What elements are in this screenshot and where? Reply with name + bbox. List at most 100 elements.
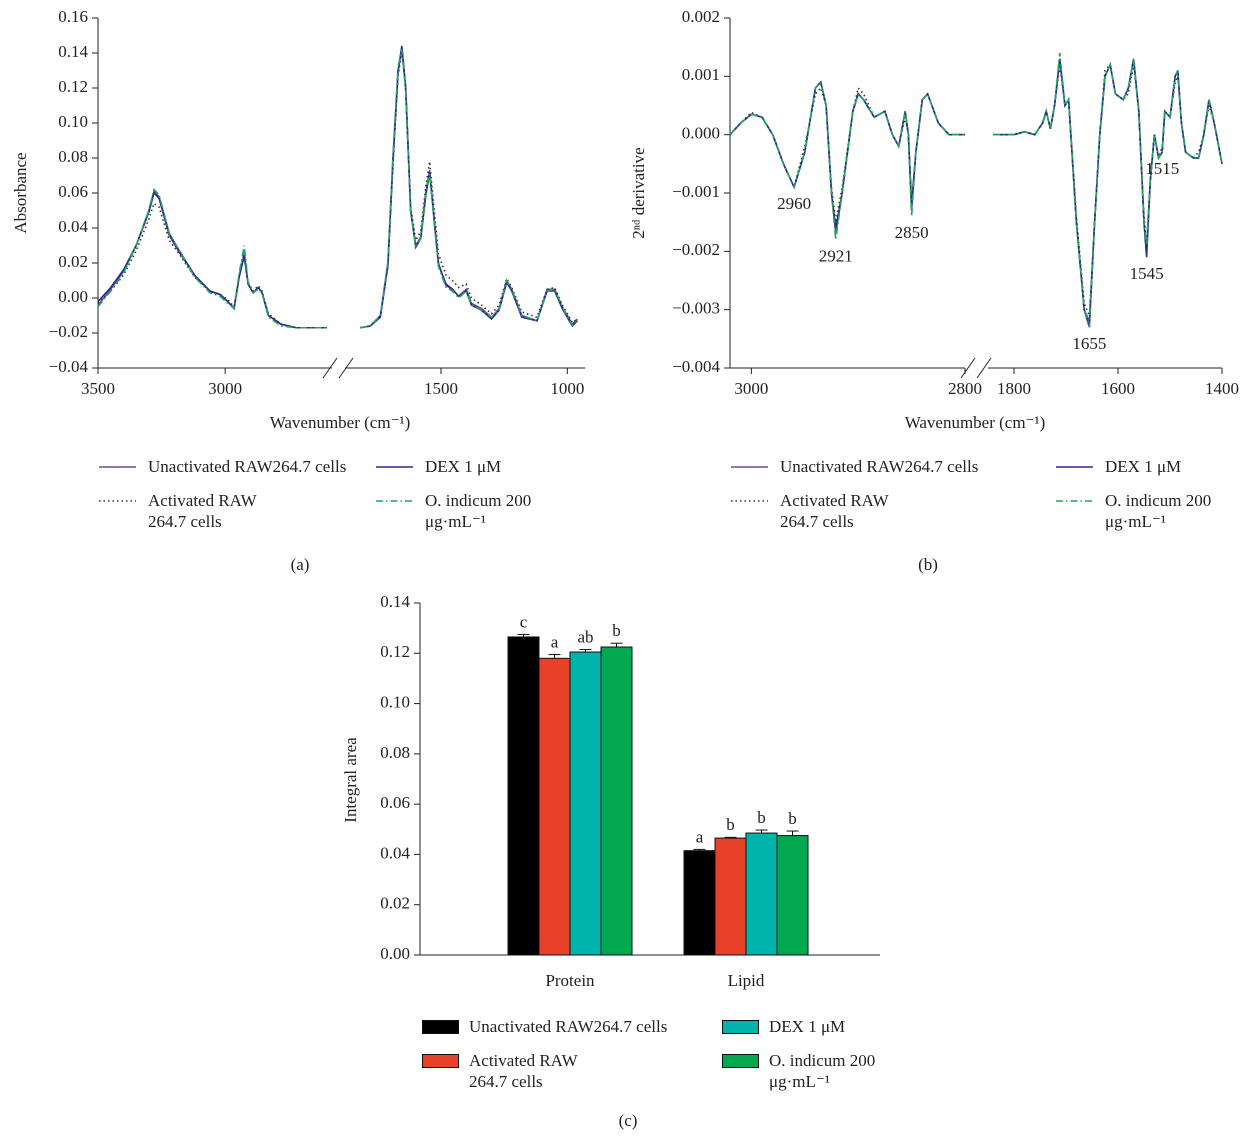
- y-tick-label: 0.14: [58, 42, 88, 61]
- y-tick-label: −0.04: [49, 357, 89, 376]
- bar: [776, 835, 809, 956]
- spectrum-line: [729, 80, 965, 229]
- legend-label: Activated RAW 264.7 cells: [780, 491, 889, 531]
- legend-swatch: [376, 466, 413, 468]
- legend-label: Unactivated RAW264.7 cells: [780, 457, 979, 476]
- spectrum-line: [360, 47, 578, 329]
- axis-break: [338, 357, 354, 379]
- legend-swatch: [422, 1054, 459, 1068]
- x-tick-label: Protein: [545, 971, 595, 990]
- legend-item: DEX 1 μM: [720, 1016, 889, 1037]
- legend-swatch: [1056, 500, 1093, 502]
- x-tick-label: 3000: [208, 379, 242, 398]
- x-axis-label: Wavenumber (cm⁻¹): [905, 413, 1046, 432]
- legend-swatch: [1056, 466, 1093, 468]
- spectrum-line: [993, 58, 1223, 328]
- bar: [714, 837, 747, 956]
- y-tick-label: 0.12: [380, 642, 410, 661]
- legend-swatch: [422, 1020, 459, 1034]
- legend-label: Unactivated RAW264.7 cells: [469, 1017, 668, 1036]
- legend-swatch: [722, 1054, 759, 1068]
- spectrum-line: [993, 62, 1223, 316]
- panel-label: (a): [291, 555, 310, 574]
- y-tick-label: 0.00: [380, 944, 410, 963]
- bar: [507, 636, 540, 956]
- legend-item: DEX 1 μM: [1055, 456, 1252, 477]
- peak-label: 2850: [895, 223, 929, 242]
- y-axis-label: 2ⁿᵈ derivative: [629, 147, 648, 238]
- significance-letter: a: [696, 827, 704, 846]
- bar: [683, 850, 716, 956]
- y-tick-label: 0.06: [58, 182, 88, 201]
- legend-item: O. indicum 200 μg·mL⁻¹: [720, 1050, 889, 1092]
- legend-item: Unactivated RAW264.7 cells: [420, 1016, 729, 1037]
- x-tick-label: 3500: [81, 379, 115, 398]
- legend-label: Activated RAW 264.7 cells: [148, 491, 257, 531]
- x-tick-label: 1600: [1101, 379, 1135, 398]
- spectrum-line: [97, 191, 327, 329]
- y-tick-label: 0.08: [58, 147, 88, 166]
- y-tick-label: 0.000: [682, 124, 720, 143]
- spectrum-line: [360, 49, 578, 329]
- axis-break: [322, 357, 338, 379]
- legend-item: Unactivated RAW264.7 cells: [730, 456, 1020, 477]
- spectrum-line: [360, 51, 578, 329]
- y-tick-label: −0.004: [672, 357, 720, 376]
- bar: [538, 657, 571, 956]
- legend-item: DEX 1 μM: [375, 456, 625, 477]
- legend-label: DEX 1 μM: [425, 457, 502, 476]
- x-tick-label: Lipid: [728, 971, 765, 990]
- x-axis-label: Wavenumber (cm⁻¹): [270, 413, 411, 432]
- legend-item: Unactivated RAW264.7 cells: [98, 456, 388, 477]
- legend-swatch: [99, 500, 136, 502]
- peak-label: 1655: [1072, 334, 1106, 353]
- spectrum-line: [729, 86, 965, 223]
- y-tick-label: 0.02: [380, 894, 410, 913]
- x-tick-label: 1500: [424, 379, 458, 398]
- legend-swatch: [731, 500, 768, 502]
- legend-swatch: [376, 500, 413, 502]
- bar: [745, 832, 778, 956]
- spectrum-line: [993, 52, 1223, 328]
- y-tick-label: 0.14: [380, 592, 410, 611]
- spectrum-line: [360, 45, 578, 329]
- x-tick-label: 1800: [997, 379, 1031, 398]
- y-tick-label: 0.002: [682, 7, 720, 26]
- spectrum-line: [993, 58, 1223, 322]
- x-tick-label: 3000: [734, 379, 768, 398]
- legend-item: Activated RAW 264.7 cells: [420, 1050, 619, 1092]
- panel-label: (c): [619, 1111, 638, 1130]
- y-tick-label: 0.04: [380, 843, 410, 862]
- significance-letter: ab: [577, 627, 593, 646]
- y-tick-label: 0.00: [58, 287, 88, 306]
- significance-letter: b: [726, 815, 735, 834]
- spectrum-line: [729, 80, 965, 240]
- bar: [600, 646, 633, 956]
- y-tick-label: 0.001: [682, 65, 720, 84]
- y-tick-label: 0.04: [58, 217, 88, 236]
- legend-label: DEX 1 μM: [769, 1017, 846, 1036]
- y-tick-label: 0.08: [380, 743, 410, 762]
- legend-label: Unactivated RAW264.7 cells: [148, 457, 347, 476]
- legend-item: Activated RAW 264.7 cells: [98, 490, 288, 532]
- x-tick-label: 1000: [550, 379, 584, 398]
- significance-letter: b: [788, 809, 797, 828]
- spectrum-line: [97, 187, 327, 329]
- y-axis-label: Integral area: [341, 737, 360, 823]
- x-tick-label: 2800: [948, 379, 982, 398]
- significance-letter: b: [612, 621, 621, 640]
- peak-label: 2960: [777, 194, 811, 213]
- axis-break: [960, 357, 976, 379]
- y-tick-label: 0.12: [58, 77, 88, 96]
- significance-letter: c: [520, 612, 528, 631]
- legend-swatch: [731, 466, 768, 468]
- panel-label: (b): [918, 555, 938, 574]
- peak-label: 1515: [1145, 159, 1179, 178]
- y-tick-label: −0.002: [672, 240, 720, 259]
- legend-label: DEX 1 μM: [1105, 457, 1182, 476]
- legend-item: O. indicum 200 μg·mL⁻¹: [1055, 490, 1215, 532]
- peak-label: 2921: [819, 247, 853, 266]
- legend-label: O. indicum 200 μg·mL⁻¹: [425, 491, 532, 531]
